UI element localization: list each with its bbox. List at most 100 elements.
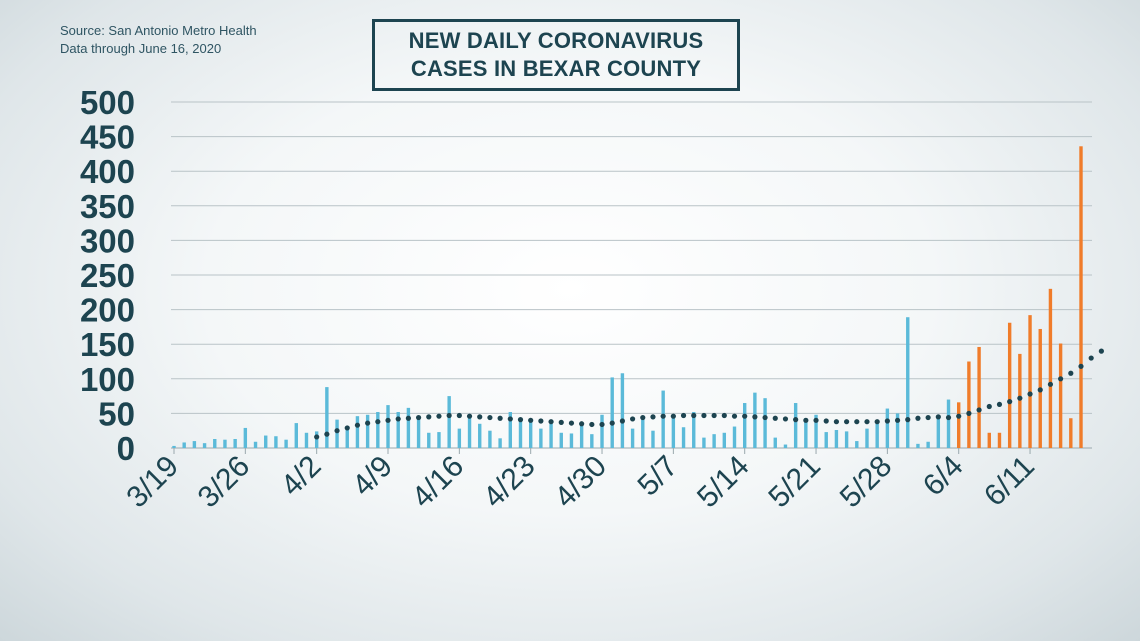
bar [314, 431, 319, 448]
bar [763, 398, 767, 448]
trend-point [589, 421, 595, 428]
trend-point [1058, 376, 1064, 382]
bar [447, 396, 451, 448]
bar [630, 428, 635, 448]
bar [508, 412, 513, 448]
trend-point [833, 419, 840, 425]
trend-point [803, 417, 809, 423]
bar [274, 436, 278, 448]
trend-point [375, 419, 381, 425]
bar [1058, 343, 1063, 448]
trend-point [497, 415, 503, 421]
trend-point [884, 418, 890, 424]
bar [824, 432, 828, 448]
bar [192, 441, 197, 448]
trend-point [314, 434, 320, 440]
x-tick-label: 6/11 [978, 450, 1041, 513]
bar [223, 439, 227, 448]
trend-point [650, 414, 656, 420]
bar [365, 414, 370, 448]
bar [681, 427, 686, 448]
trend-point [976, 407, 982, 413]
trend-point [742, 413, 748, 419]
trend-point [334, 428, 340, 434]
trend-point [660, 413, 666, 419]
bar [569, 433, 574, 448]
bar [804, 418, 808, 448]
trend-point [517, 417, 524, 423]
x-tick-label: 4/9 [346, 450, 399, 503]
bar [987, 432, 991, 448]
bar [1079, 146, 1083, 448]
bar [467, 416, 472, 448]
y-tick-label: 300 [80, 222, 135, 259]
x-tick-label: 5/14 [691, 450, 756, 515]
bar [1007, 322, 1012, 448]
trend-point [324, 431, 330, 437]
bar [325, 387, 329, 448]
bar [1018, 353, 1022, 448]
bar [549, 423, 553, 448]
bar [233, 439, 237, 448]
bar [712, 434, 716, 448]
trend-point [854, 419, 860, 425]
trend-point [405, 415, 411, 421]
trend-point [436, 413, 442, 419]
trend-point [925, 414, 931, 421]
bar [610, 377, 614, 448]
bar [773, 437, 777, 448]
bar [926, 441, 930, 448]
bar [793, 403, 798, 448]
y-tick-label: 450 [80, 119, 135, 156]
bar [885, 408, 890, 448]
bar [722, 432, 727, 448]
bar [182, 442, 186, 448]
y-tick-label: 400 [80, 153, 135, 190]
trend-point [1068, 370, 1074, 376]
trend-point [385, 417, 391, 423]
trend-point [966, 410, 972, 416]
trend-point [568, 420, 575, 426]
y-tick-label: 0 [117, 430, 135, 467]
y-tick-label: 250 [80, 257, 135, 294]
bar [264, 435, 268, 448]
trend-point [731, 413, 738, 419]
bar [478, 423, 482, 448]
trend-point [1047, 381, 1054, 387]
bar [284, 439, 288, 448]
bars [172, 146, 1083, 448]
trend-point [701, 412, 707, 419]
bar [753, 392, 757, 448]
trend-point [762, 414, 768, 421]
trend-point [395, 416, 401, 422]
bar [875, 421, 879, 448]
bar [376, 412, 380, 448]
bar [559, 432, 563, 448]
bar [692, 412, 696, 448]
x-tick-label: 5/7 [631, 450, 684, 503]
bar [416, 415, 421, 448]
bar [253, 441, 258, 448]
x-tick-label: 3/26 [192, 450, 257, 515]
trend-point [1027, 391, 1033, 397]
trend-point [558, 419, 564, 425]
bar [1048, 288, 1053, 448]
trend-point [680, 412, 687, 419]
bar [590, 434, 594, 448]
bar [243, 427, 248, 448]
bar [386, 405, 390, 448]
trend-point [1078, 363, 1084, 369]
gridlines [171, 101, 1092, 449]
x-tick-label: 4/16 [406, 450, 471, 515]
y-tick-label: 50 [98, 395, 135, 432]
data-through-line: Data through June 16, 2020 [60, 41, 222, 56]
trend-point [629, 416, 636, 422]
y-tick-label: 100 [80, 361, 135, 398]
trend-point [344, 425, 350, 431]
bar [916, 443, 920, 448]
trend-point [1037, 387, 1043, 393]
bar [742, 403, 747, 448]
chart-title: NEW DAILY CORONAVIRUS CASES IN BEXAR COU… [372, 19, 740, 91]
bar [427, 432, 431, 448]
